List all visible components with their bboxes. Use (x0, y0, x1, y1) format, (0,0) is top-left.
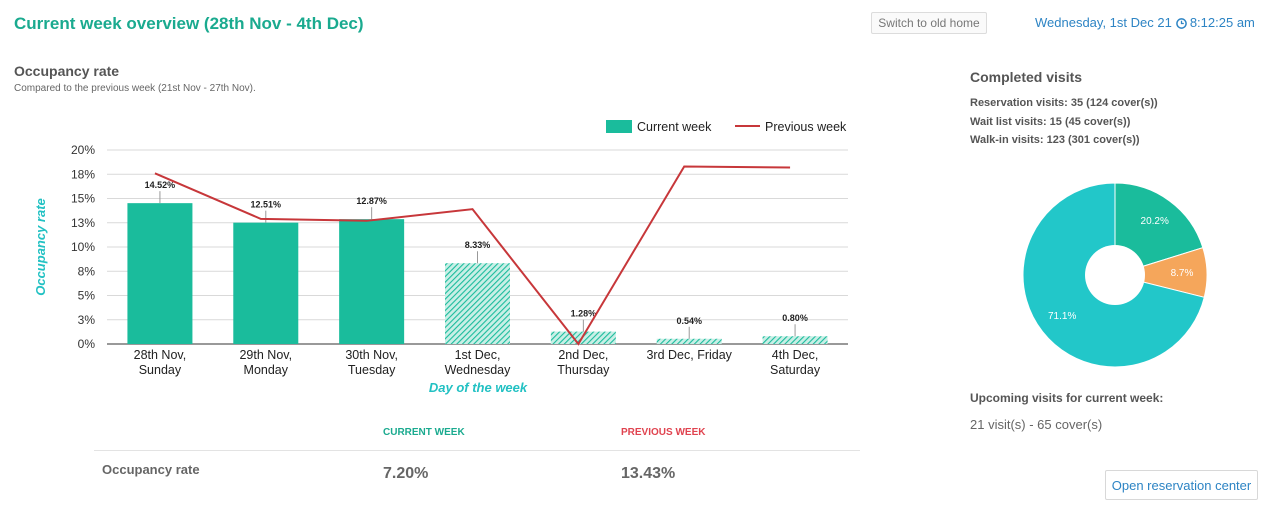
x-tick-label: 28th Nov, Sunday (134, 348, 187, 377)
bar (233, 222, 299, 344)
upcoming-visits-value: 21 visit(s) - 65 cover(s) (970, 417, 1103, 432)
y-tick-label: 3% (78, 313, 96, 327)
previous-week-line (154, 165, 791, 346)
page-title: Current week overview (28th Nov - 4th De… (14, 14, 364, 33)
pie-slice (1114, 182, 1204, 276)
data-label: 12.87% (356, 196, 387, 206)
data-label: 1.28% (571, 309, 597, 319)
y-tick-label: 18% (71, 167, 95, 181)
y-tick-label: 10% (71, 240, 95, 254)
stats-divider (94, 450, 860, 451)
y-tick-label: 15% (71, 192, 95, 206)
pie-slice-label: 8.7% (1171, 268, 1194, 279)
bar (127, 203, 193, 344)
current-time: 8:12:25 am (1189, 15, 1255, 30)
data-label: 0.80% (782, 313, 808, 323)
x-tick-label: 1st Dec, Wednesday (445, 348, 512, 377)
reservation-visits: Reservation visits: 35 (124 cover(s)) (970, 97, 1158, 109)
pie-hole (1085, 245, 1145, 305)
x-tick-label: 2nd Dec, Thursday (557, 348, 610, 377)
legend-label-current: Current week (637, 120, 712, 134)
open-reservation-center-button[interactable]: Open reservation center (1105, 470, 1258, 500)
bar (762, 336, 828, 344)
current-week-value: 7.20% (383, 465, 429, 482)
current-datetime: Wednesday, 1st Dec 21 8:12:25 am (1035, 15, 1255, 30)
y-tick-label: 0% (78, 337, 96, 351)
walkin-visits: Walk-in visits: 123 (301 cover(s)) (970, 134, 1140, 146)
x-axis-title: Day of the week (429, 380, 528, 395)
y-tick-label: 5% (78, 289, 96, 303)
previous-week-value: 13.43% (621, 465, 676, 482)
pie-slice-label: 71.1% (1048, 311, 1076, 322)
y-axis-title: Occupancy rate (33, 198, 48, 296)
x-tick-label: 29th Nov, Monday (239, 348, 292, 377)
completed-visits-title: Completed visits (970, 69, 1083, 85)
legend-label-previous: Previous week (765, 120, 847, 134)
current-week-heading: CURRENT WEEK (383, 427, 465, 438)
occupancy-title: Occupancy rate (14, 63, 120, 79)
data-label: 0.54% (676, 316, 702, 326)
y-tick-label: 20% (71, 143, 95, 157)
waitlist-visits: Wait list visits: 15 (45 cover(s)) (970, 116, 1131, 128)
bar (550, 331, 616, 344)
y-tick-label: 13% (71, 216, 95, 230)
legend-swatch-current (606, 120, 632, 133)
x-tick-label: 3rd Dec, Friday (646, 348, 732, 362)
upcoming-visits-title: Upcoming visits for current week: (970, 391, 1164, 405)
occupancy-subtitle: Compared to the previous week (21st Nov … (14, 83, 256, 94)
clock-icon (1176, 17, 1187, 29)
current-date: Wednesday, 1st Dec 21 (1035, 15, 1172, 30)
bar (445, 263, 510, 344)
bar (339, 219, 405, 344)
previous-week-heading: PREVIOUS WEEK (621, 427, 706, 438)
x-tick-label: 4th Dec, Saturday (770, 348, 821, 377)
data-label: 8.33% (465, 240, 491, 250)
data-label: 12.51% (251, 200, 282, 210)
bar (656, 338, 722, 344)
switch-old-home-button[interactable]: Switch to old home (871, 12, 987, 34)
occupancy-chart: 0% 3% 5% 8% 10% 13% 15% 18% 20% Occupancy rate 14.… (33, 120, 848, 395)
visits-pie-chart: 20.2% 8.7% 71.1% (1022, 182, 1208, 368)
occupancy-row-label: Occupancy rate (102, 462, 200, 477)
y-tick-label: 8% (78, 264, 96, 278)
x-tick-label: 30th Nov, Tuesday (345, 348, 398, 377)
pie-slice-label: 20.2% (1141, 216, 1169, 227)
data-label: 14.52% (145, 180, 176, 190)
